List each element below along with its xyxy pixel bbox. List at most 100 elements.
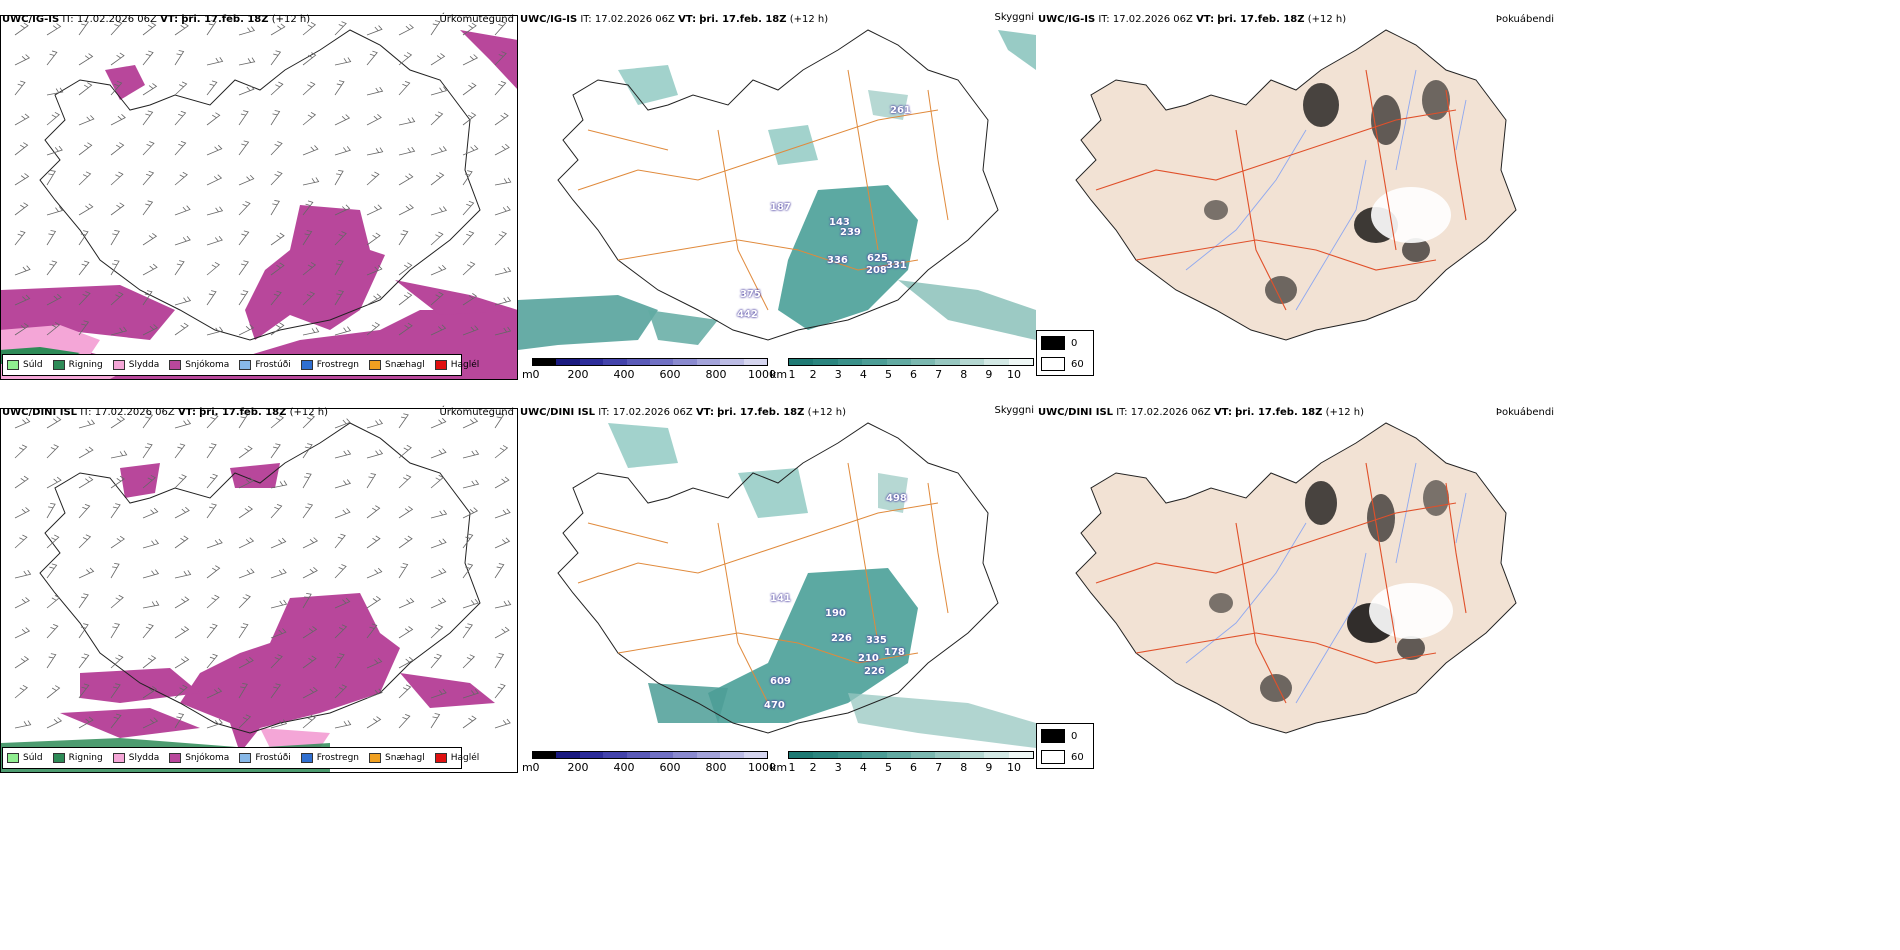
wind-barb: [430, 324, 447, 336]
fog-legend-swatch: [1041, 750, 1065, 764]
visibility-area: [518, 295, 658, 350]
wind-barb: [142, 200, 154, 216]
cloud-base-peak: 190: [825, 608, 846, 619]
wind-barb: [238, 683, 248, 699]
cloud-base-peak: 609: [770, 676, 791, 687]
wind-barb: [334, 231, 347, 246]
wind-barb: [238, 568, 255, 579]
precip-legend-swatch: [300, 360, 313, 370]
wind-barb: [14, 113, 30, 126]
colorbar-segment: [556, 359, 580, 365]
wind-barb: [14, 22, 29, 36]
wind-barb: [302, 52, 317, 66]
wind-barb: [14, 142, 29, 156]
wind-barb: [238, 324, 255, 336]
wind-barb: [78, 291, 91, 306]
colorbar-segment: [696, 752, 721, 758]
wind-barb: [334, 170, 344, 186]
colorbar-tick: 8: [960, 761, 968, 773]
wind-barb: [14, 534, 28, 549]
wind-barb: [270, 480, 288, 489]
wind-barb: [398, 474, 412, 489]
wind-barb: [270, 568, 287, 579]
wind-barb: [270, 683, 282, 699]
wind-barb: [46, 563, 58, 579]
wind-barb: [494, 205, 511, 216]
wind-barb: [46, 624, 59, 639]
wind-barb: [46, 685, 61, 699]
wind-barb: [14, 597, 30, 609]
wind-barb: [302, 177, 320, 186]
wind-barb: [302, 473, 312, 489]
cloud-base-peak: 210: [858, 653, 879, 664]
wind-barb: [78, 593, 89, 609]
wind-barb: [78, 534, 92, 549]
colorbar-tick: 1000: [748, 368, 776, 380]
precip-legend-swatch: [52, 753, 65, 763]
wind-barb: [494, 413, 505, 429]
fog-legend-swatch: [1041, 336, 1065, 350]
wind-barb: [110, 291, 124, 306]
colorbar-segment: [886, 752, 912, 758]
wind-barb: [494, 626, 510, 639]
wind-barb: [302, 112, 317, 126]
cloud-base-peak: 178: [884, 647, 905, 658]
wind-barb: [430, 231, 444, 246]
colorbar-segment: [862, 359, 887, 365]
precip-map: [1, 20, 517, 379]
wind-barb: [430, 568, 447, 579]
wind-barb: [78, 419, 96, 429]
init-time-label: IT:: [1098, 14, 1110, 25]
wind-barb: [142, 413, 154, 429]
valid-time: þri. 17.feb. 18Z: [1235, 407, 1323, 418]
colorbar-tick: 800: [705, 368, 727, 380]
init-time-label: IT:: [598, 407, 610, 418]
wind-barb: [462, 325, 479, 336]
wind-barb: [78, 82, 93, 96]
wind-barb: [110, 535, 125, 549]
wind-barb: [398, 626, 414, 639]
wind-barb: [430, 111, 444, 126]
wind-barb: [206, 57, 224, 66]
wind-barb: [398, 24, 414, 36]
wind-barb: [334, 720, 352, 729]
wind-barb: [302, 262, 317, 276]
wind-barb: [334, 21, 347, 36]
wind-barb: [334, 146, 351, 156]
wind-barb: [302, 443, 313, 459]
colorbar-tick: 800: [705, 761, 727, 773]
wind-barb: [398, 684, 412, 699]
colorbar-segment: [626, 752, 651, 758]
precip-legend-item: Snæhagl: [369, 360, 425, 370]
wind-barb: [110, 171, 124, 186]
wind-barb: [462, 112, 477, 126]
wind-barb: [462, 230, 475, 246]
wind-barb: [14, 569, 32, 579]
colorbar-tick: 4: [859, 368, 867, 380]
wind-barb: [302, 230, 313, 246]
wind-barb: [238, 85, 255, 96]
precip-legend-swatch: [169, 753, 182, 763]
colorbar-tick: 6: [910, 761, 918, 773]
wind-barb: [142, 263, 158, 276]
precip-legend-item: Slydda: [112, 360, 159, 370]
precip-legend-item: Snjókoma: [169, 753, 229, 763]
wind-barb: [270, 171, 283, 186]
wind-barb: [14, 294, 31, 306]
wind-barb: [270, 141, 283, 156]
colorbar-tick: 200: [567, 761, 589, 773]
fog-white-area: [1369, 583, 1453, 639]
cloud-base-peak: 375: [740, 289, 761, 300]
wind-barb: [366, 232, 381, 246]
cloud-base-peak: 498: [886, 493, 907, 504]
wind-barb: [398, 506, 414, 519]
colorbar-segment: [1008, 752, 1034, 758]
wind-barb: [238, 174, 255, 186]
wind-barb: [206, 174, 223, 186]
colorbar-segment: [673, 359, 697, 365]
wind-barb: [206, 653, 218, 669]
wind-barb: [78, 567, 95, 579]
cloud-base-peak: 208: [866, 265, 887, 276]
wind-barb: [46, 444, 59, 459]
colorbar-tick: 3: [834, 368, 842, 380]
